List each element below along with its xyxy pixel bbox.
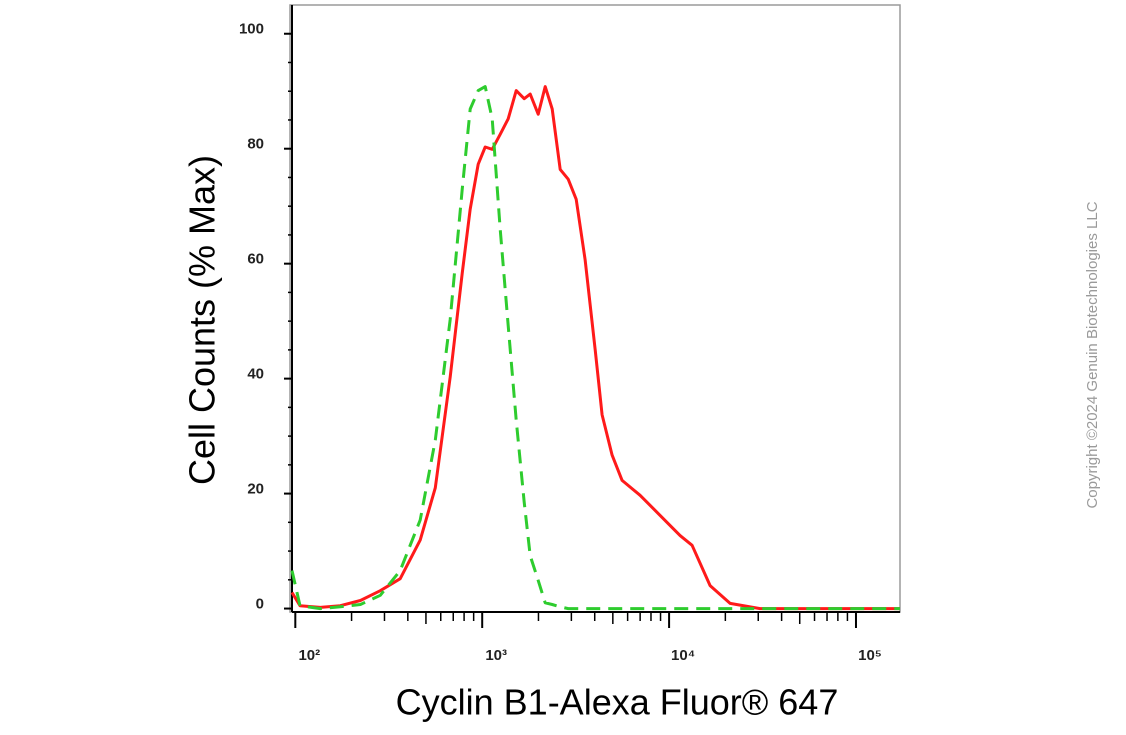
y-axis-title: Cell Counts (% Max) [182,155,223,485]
x-tick-label: 10⁵ [858,647,882,664]
watermark: Copyright ©2024 Genuin Biotechnologies L… [1084,201,1101,508]
y-tick-label: 40 [247,366,264,383]
y-tick-label: 20 [247,481,264,498]
x-tick-label: 10⁴ [671,647,695,664]
y-tick-label: 100 [239,21,264,38]
x-tick-label: 10³ [485,647,507,664]
y-tick-label: 60 [247,251,264,268]
plot-frame [289,4,901,613]
y-tick-label: 0 [256,596,264,613]
series-line [290,85,900,611]
y-tick-label: 80 [247,136,264,153]
x-axis-title: Cyclin B1-Alexa Fluor® 647 [396,682,839,723]
series-line [290,85,900,611]
x-tick-label: 10² [298,647,320,664]
